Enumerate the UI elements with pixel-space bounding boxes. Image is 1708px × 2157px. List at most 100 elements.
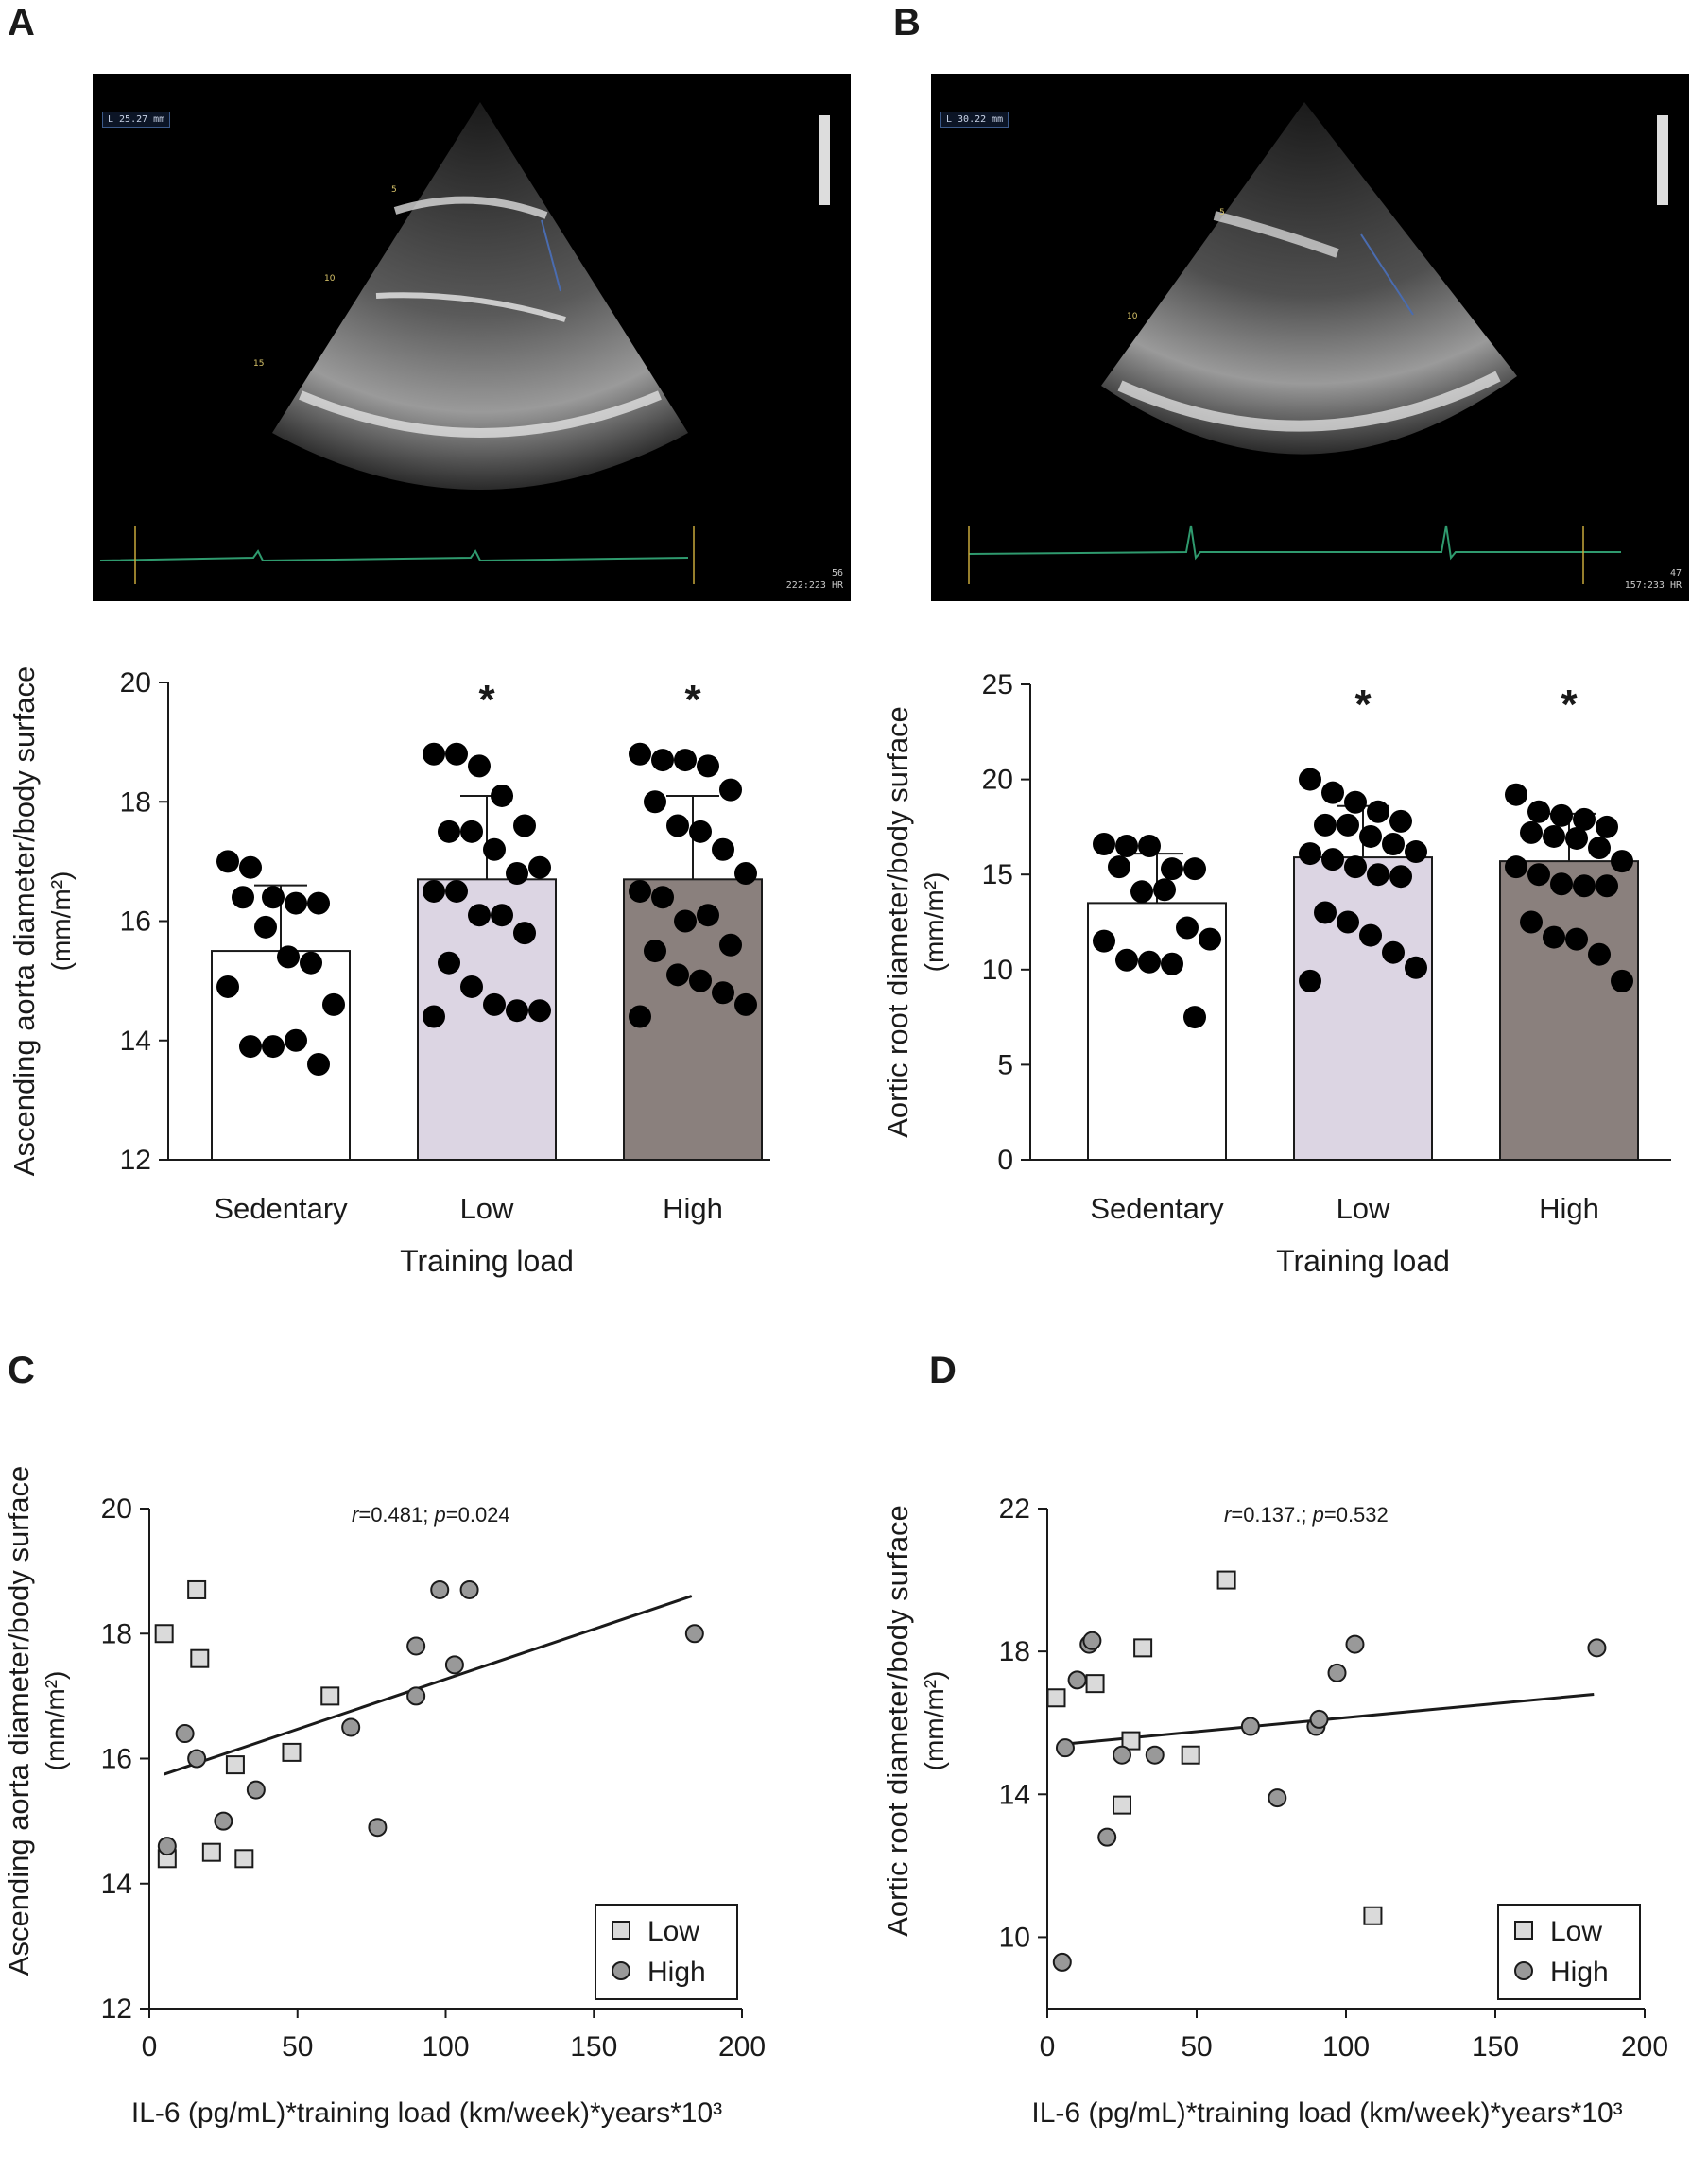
data-point-high [1113, 1745, 1131, 1765]
ecg-trace [968, 525, 1621, 561]
echo-measurement-a: L 25.27 mm [102, 112, 171, 128]
data-point [1389, 809, 1412, 833]
y-tick-label: 18 [120, 786, 151, 818]
data-point [1573, 807, 1596, 831]
echo-sector-shape [1101, 102, 1517, 455]
data-point [1161, 857, 1183, 881]
data-point [1130, 880, 1153, 904]
y-tick-label: 14 [120, 1026, 151, 1057]
data-point [1573, 874, 1596, 898]
data-point-low [234, 1849, 254, 1869]
data-point [1314, 813, 1337, 837]
data-point [513, 814, 536, 837]
legend-high-marker [612, 1961, 630, 1980]
x-axis-label: IL-6 (pg/mL)*training load (km/week)*yea… [131, 2097, 722, 2129]
y-tick-label: 16 [101, 1744, 132, 1775]
depth-marker: 10 [324, 274, 336, 284]
depth-marker: 10 [1127, 312, 1138, 321]
data-point-low [1085, 1674, 1105, 1694]
data-point [1565, 826, 1588, 850]
data-point [1138, 950, 1161, 974]
data-point [468, 754, 491, 778]
data-point [1299, 768, 1321, 791]
data-point [1520, 820, 1543, 844]
y-tick-label: 5 [997, 1049, 1013, 1080]
data-point [734, 862, 757, 885]
x-tick-label: 200 [1621, 2031, 1668, 2062]
data-point [1405, 956, 1427, 979]
data-point-low [1133, 1638, 1153, 1658]
data-point [239, 855, 262, 879]
data-point [1321, 781, 1344, 804]
data-point [1527, 863, 1550, 887]
regression-line [164, 1595, 693, 1776]
data-point [629, 1005, 651, 1028]
data-point [1093, 929, 1115, 953]
data-point [460, 975, 483, 998]
y-tick-label: 15 [982, 859, 1013, 890]
y-tick-label: 25 [982, 669, 1013, 700]
stat-p-value: 0.532 [1336, 1503, 1389, 1527]
data-point-low [1363, 1906, 1383, 1925]
data-point [1611, 969, 1633, 992]
data-point [1405, 840, 1427, 864]
depth-marker: 15 [253, 359, 265, 369]
echo-sector-b [968, 102, 1668, 584]
data-point [1565, 927, 1588, 951]
y-tick-label: 18 [101, 1618, 132, 1649]
data-point [1596, 874, 1618, 898]
x-tick-label: 150 [1472, 2031, 1519, 2062]
stat-p-value: 0.024 [457, 1503, 510, 1527]
data-point-high [1587, 1638, 1607, 1658]
bar-chart-a-svg: 12 14 16 18 20 Sedentary * Low * High Training loa… [8, 666, 770, 1278]
data-point [528, 999, 551, 1023]
y-axis-label: Ascending aorta diameter/body surface [2, 1466, 35, 1976]
data-point [697, 754, 719, 778]
data-point [1505, 855, 1527, 879]
data-point-low [1216, 1570, 1236, 1590]
legend-box [1497, 1904, 1641, 2000]
data-point [1382, 940, 1405, 964]
correlation-stat-d: r=0.137.; p=0.532 [1224, 1503, 1389, 1527]
data-point-high [1097, 1827, 1117, 1847]
x-category-label: Low [460, 1192, 514, 1225]
data-point [1382, 833, 1405, 856]
bar-high [1499, 860, 1639, 1161]
data-point-high [1052, 1952, 1072, 1972]
x-category-label: High [1539, 1192, 1599, 1225]
data-point-high [1309, 1709, 1329, 1729]
data-point [719, 933, 742, 957]
data-point [629, 879, 651, 903]
y-axis-label: Aortic root diameter/body surface [881, 706, 914, 1138]
data-point [307, 891, 330, 915]
scatter-chart-d: 10 14 18 22 0 50 100 150 200 Low High IL-6 (pg/mL)*… [879, 1399, 1708, 2155]
x-tick-label: 200 [718, 2031, 766, 2062]
data-point [423, 879, 445, 903]
legend-high-label: High [647, 1957, 706, 1988]
grayscale-bar [819, 115, 830, 205]
data-point [445, 742, 468, 766]
data-point [1367, 800, 1389, 823]
data-point [1153, 878, 1176, 902]
data-point [1299, 969, 1321, 992]
x-category-label: Low [1337, 1192, 1390, 1225]
data-point [1527, 800, 1550, 823]
y-tick-label: 14 [101, 1869, 132, 1900]
data-point-low [1181, 1745, 1200, 1765]
data-point [1161, 952, 1183, 975]
data-point [1550, 803, 1573, 827]
data-point [491, 904, 513, 927]
data-point [674, 909, 697, 933]
panel-letter-d: D [929, 1350, 957, 1391]
bar-chart-a: 12 14 16 18 20 Sedentary * Low * High Training loa… [0, 624, 851, 1304]
data-point [674, 749, 697, 772]
data-point-low [154, 1624, 174, 1644]
data-point [1108, 855, 1130, 879]
data-point [513, 922, 536, 945]
data-point [689, 969, 712, 992]
significance-marker: * [1561, 682, 1578, 728]
data-point [1183, 1006, 1206, 1029]
data-point [1138, 835, 1161, 858]
y-tick-label: 14 [999, 1779, 1030, 1810]
data-point [254, 915, 277, 939]
